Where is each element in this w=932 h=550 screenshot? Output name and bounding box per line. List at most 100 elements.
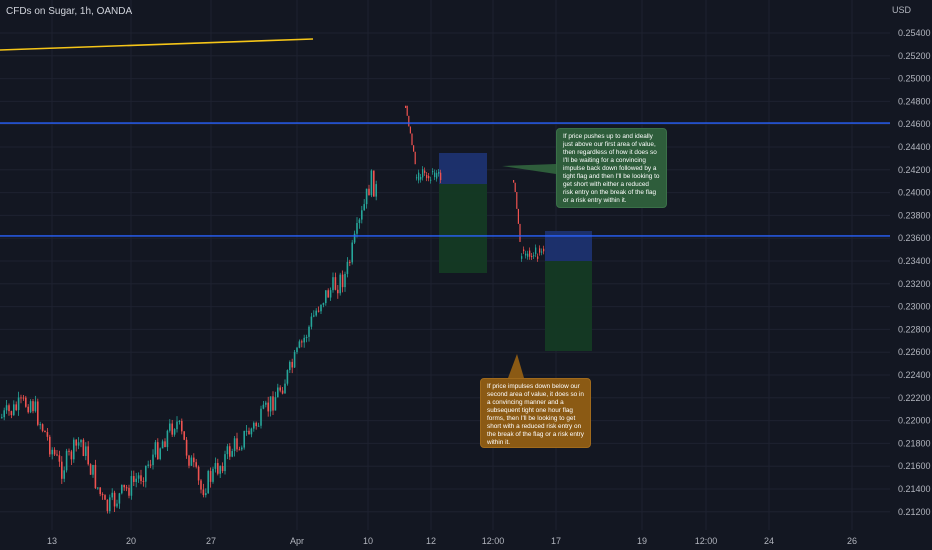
projected-flag-2 bbox=[523, 249, 525, 252]
candle-body bbox=[29, 401, 32, 413]
candle-body bbox=[82, 439, 85, 456]
candle-body bbox=[118, 493, 121, 504]
candle-body bbox=[89, 464, 92, 475]
candle-body bbox=[274, 397, 277, 411]
projected-flag-1 bbox=[430, 179, 432, 181]
candle-body bbox=[34, 401, 37, 412]
price-tick-label: 0.21600 bbox=[898, 461, 931, 471]
candle-body bbox=[219, 466, 221, 474]
projected-flag-1 bbox=[422, 169, 424, 178]
candle-body bbox=[346, 261, 349, 274]
candle-body bbox=[111, 492, 113, 498]
projected-drop-2 bbox=[516, 192, 518, 209]
candle-body bbox=[8, 405, 10, 412]
price-tick-label: 0.23600 bbox=[898, 233, 931, 243]
candle-body bbox=[293, 352, 296, 368]
time-tick-label: 20 bbox=[126, 536, 136, 546]
candle-body bbox=[368, 188, 370, 196]
candle-body bbox=[334, 277, 337, 290]
candle-body bbox=[217, 463, 219, 474]
candle-body bbox=[185, 439, 188, 456]
candle-body bbox=[272, 396, 274, 411]
projected-drop-2 bbox=[517, 208, 519, 224]
candle-body bbox=[32, 401, 34, 412]
candle-body bbox=[363, 204, 365, 211]
candle-body bbox=[262, 404, 265, 409]
candle-body bbox=[154, 442, 157, 455]
projected-flag-2 bbox=[537, 256, 539, 259]
callout-pointer-orange bbox=[508, 354, 524, 378]
candle-body bbox=[229, 446, 231, 457]
candle-body bbox=[267, 402, 269, 412]
projected-flag-1 bbox=[426, 175, 428, 179]
candle-body bbox=[236, 438, 238, 450]
candle-body bbox=[361, 210, 363, 220]
candle-body bbox=[277, 387, 279, 398]
candle-body bbox=[80, 439, 82, 443]
drawing-lines[interactable] bbox=[0, 38, 890, 237]
candle-body bbox=[365, 188, 368, 205]
price-tick-label: 0.21400 bbox=[898, 484, 931, 494]
candle-body bbox=[56, 454, 58, 456]
callout-second-area[interactable]: If price impulses down below our second … bbox=[480, 378, 591, 448]
candle-body bbox=[332, 277, 334, 291]
candle-body bbox=[137, 475, 140, 479]
candle-body bbox=[226, 446, 229, 455]
price-tick-label: 0.22200 bbox=[898, 393, 931, 403]
projected-drop-1 bbox=[411, 133, 413, 146]
candle-body bbox=[305, 336, 308, 338]
projected-flag-1 bbox=[436, 173, 438, 179]
candle-body bbox=[344, 273, 346, 288]
time-tick-label: 10 bbox=[363, 536, 373, 546]
candle-body bbox=[298, 341, 301, 348]
candle-body bbox=[375, 184, 377, 197]
candle-body bbox=[243, 430, 245, 448]
entry-zone-first bbox=[439, 153, 487, 184]
candle-body bbox=[20, 397, 22, 399]
candle-body bbox=[190, 457, 193, 466]
price-tick-label: 0.22000 bbox=[898, 416, 931, 426]
candle-body bbox=[121, 484, 123, 494]
price-tick-label: 0.25200 bbox=[898, 51, 931, 61]
projected-flag-2 bbox=[521, 256, 523, 259]
candle-body bbox=[214, 463, 217, 469]
candle-body bbox=[68, 450, 70, 452]
candle-body bbox=[291, 361, 293, 368]
symbol-title[interactable]: CFDs on Sugar, 1h, OANDA bbox=[6, 6, 133, 17]
candle-body bbox=[289, 361, 291, 371]
projected-drop-2 bbox=[514, 182, 516, 193]
candle-body bbox=[248, 430, 250, 435]
candle-body bbox=[70, 451, 73, 460]
candle-body bbox=[193, 457, 195, 463]
candle-body bbox=[200, 480, 202, 490]
price-axis[interactable]: 0.25400 0.25200 0.25000 0.24800 0.24600 0.244… bbox=[898, 28, 931, 517]
candle-body bbox=[310, 316, 313, 327]
time-tick-label: Apr bbox=[290, 536, 304, 546]
price-tick-label: 0.24800 bbox=[898, 96, 931, 106]
candle-body bbox=[106, 499, 109, 512]
candle-body bbox=[296, 347, 298, 353]
candle-body bbox=[75, 439, 77, 446]
projected-flag-2 bbox=[529, 250, 531, 257]
callout-pointer-green bbox=[502, 164, 556, 174]
candle-body bbox=[10, 411, 13, 416]
candle-body bbox=[269, 396, 272, 412]
candle-body bbox=[245, 430, 248, 432]
time-axis[interactable]: 13 20 27 Apr 10 12 12:00 17 19 12:00 24 26 bbox=[47, 536, 857, 546]
candle-body bbox=[53, 449, 56, 455]
candle-body bbox=[195, 462, 197, 467]
candle-body bbox=[320, 304, 322, 312]
candle-body bbox=[140, 475, 142, 482]
candle-body bbox=[178, 420, 181, 422]
price-tick-label: 0.22800 bbox=[898, 324, 931, 334]
candle-body bbox=[339, 274, 341, 294]
candle-body bbox=[27, 406, 29, 413]
projected-drop-1 bbox=[405, 105, 407, 108]
price-tick-label: 0.23400 bbox=[898, 256, 931, 266]
projected-flag-1 bbox=[438, 171, 440, 174]
callout-first-area[interactable]: If price pushes up to and ideally just a… bbox=[556, 128, 667, 208]
candle-body bbox=[349, 261, 351, 263]
price-tick-label: 0.24000 bbox=[898, 188, 931, 198]
position-zones[interactable] bbox=[439, 153, 592, 351]
